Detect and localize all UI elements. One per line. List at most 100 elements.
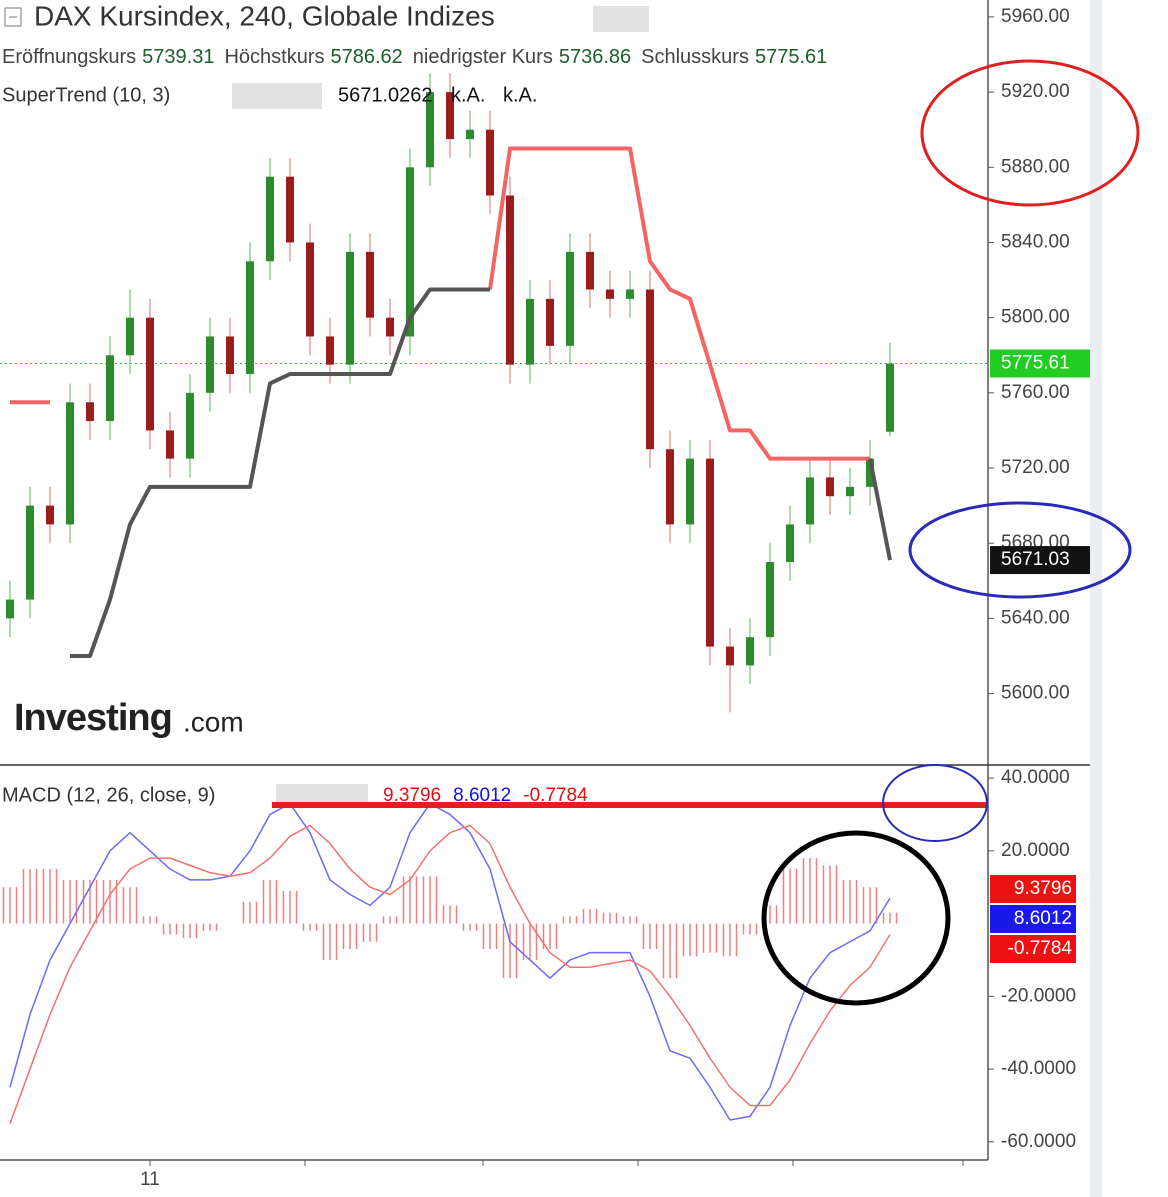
legend-label: niedrigster Kurs [413,46,553,68]
candle-body [486,129,494,196]
y-tick-label: 40.0000 [1001,767,1070,788]
time-ticks [149,1160,964,1166]
candle-body [226,336,234,375]
legend-value: 5736.86 [559,46,631,68]
x-tick-label: 11 [140,1169,160,1190]
candle-body [786,524,794,563]
value-box-label: 9.3796 [1014,878,1072,899]
candle-body [566,251,574,346]
candle-body [286,176,294,243]
candle-body [326,336,334,365]
macd-legend-value: 9.3796 [383,785,441,806]
candle-body [86,402,94,422]
series-line [70,287,892,658]
candle-body [346,251,354,365]
ohlc-legend: Eröffnungskurs 5739.31 Höchstkurs 5786.62 ni… [2,46,827,68]
candle-body [166,430,174,459]
candle-body [726,646,734,666]
value-box-label: 8.6012 [1014,908,1072,929]
series-line [9,802,891,1121]
candle-body [846,486,854,497]
price-box [990,349,1090,378]
value-box-label: -0.7784 [1008,938,1073,959]
candle-body [686,458,694,525]
candle-body [206,336,214,393]
price-box-label: 5775.61 [1001,353,1070,374]
settings-icons[interactable] [593,6,649,32]
legend-label: Eröffnungskurs [2,46,136,68]
legend-label: Höchstkurs [224,46,324,68]
candle-body [766,562,774,638]
y-tick-label: 5880.00 [1001,156,1070,177]
y-tick-label: -40.0000 [1001,1058,1076,1079]
candle-body [366,251,374,318]
y-tick-label: -20.0000 [1001,985,1076,1006]
candle-body [646,289,654,450]
scrollbar [1090,0,1102,1197]
candle-body [26,505,34,600]
candle-body [306,242,314,337]
candle-body [866,458,874,487]
candle-body [446,92,454,140]
y-tick-label: 5840.00 [1001,231,1070,252]
y-tick-label: 20.0000 [1001,840,1070,861]
macd-legend-values: 9.3796 8.6012 -0.7784 [383,785,588,806]
indicator-icons[interactable] [232,83,322,109]
candle-body [46,505,54,525]
macd-legend: 9.3796 8.6012 -0.7784 [383,785,588,806]
indicator-value: 5671.0262 [338,84,433,106]
candle-body [826,477,834,497]
candle-body [706,458,714,647]
watermark: .com [183,706,244,737]
candle-body [246,261,254,375]
candle-body [386,317,394,337]
legend-label: Schlusskurs [641,46,749,68]
series-line [10,146,870,461]
legend-value: 5775.61 [755,46,827,68]
candle-body [426,92,434,168]
candle-body [626,289,634,299]
series-line [9,824,891,1124]
y-tick-label: 5920.00 [1001,81,1070,102]
candle-body [406,167,414,337]
watermark: Investing [14,697,172,739]
y-tick-label: 5720.00 [1001,457,1070,478]
y-tick-label: 5600.00 [1001,683,1070,704]
indicator-name: SuperTrend (10, 3) [2,84,170,106]
annotation-ellipse [920,59,1140,207]
candle-body [586,251,594,290]
candle-body [466,129,474,140]
candle-body [606,289,614,299]
indicator-extra: k.A. [451,84,485,106]
candle-body [146,317,154,431]
y-tick-label: 5960.00 [1001,6,1070,27]
value-box [990,935,1076,963]
y-tick-label: 5640.00 [1001,607,1070,628]
plot-area [0,73,988,1124]
candle-body [506,195,514,365]
annotation-ellipse [882,764,988,842]
candle-body [126,317,134,356]
candle-body [806,477,814,525]
y-tick-label: 5760.00 [1001,382,1070,403]
value-box [990,905,1076,933]
candle-body [6,599,14,619]
price-box-label: 5671.03 [1001,549,1070,570]
annotation-ellipse [908,501,1132,599]
candle-body [66,402,74,525]
collapse-icon[interactable] [4,7,22,27]
macd-title: MACD (12, 26, close, 9) [2,784,215,806]
candle-body [546,298,554,346]
macd-legend-value: -0.7784 [523,785,588,806]
candle-body [186,392,194,459]
value-box [990,875,1076,903]
legend-value: 5786.62 [330,46,402,68]
price-box [990,546,1090,575]
candle-body [106,355,114,422]
annotation-circle [761,830,951,1006]
candle-body [746,637,754,666]
candle-body [266,176,274,262]
indicator-extra: k.A. [503,84,537,106]
candle-body [526,298,534,365]
